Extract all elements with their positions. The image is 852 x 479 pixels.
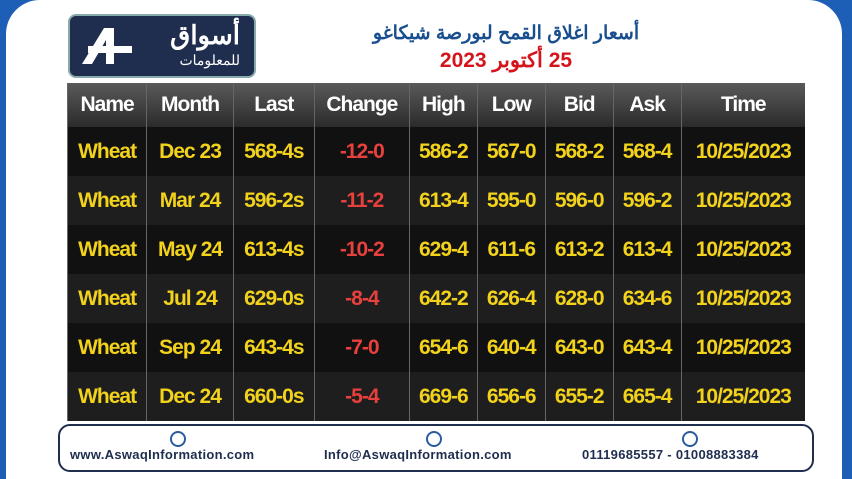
phones: 01119685557 - 01008883384 <box>582 447 759 462</box>
column-header: Name <box>66 83 147 127</box>
cell: 655-2 <box>544 372 614 421</box>
cell: Mar 24 <box>146 176 234 225</box>
cell: 10/25/2023 <box>680 127 805 176</box>
table-row: Wheat Dec 23 568-4s -12-0 586-2 567-0 568-2 568… <box>66 127 805 176</box>
cell: 568-2 <box>544 127 614 176</box>
mail-icon <box>426 431 442 447</box>
cell: -5-4 <box>313 372 410 421</box>
column-header: Change <box>313 83 410 127</box>
cell: 642-2 <box>408 274 478 323</box>
email: Info@AswaqInformation.com <box>324 447 512 462</box>
cell: 643-0 <box>544 323 614 372</box>
column-header: Bid <box>544 83 614 127</box>
cell: -10-2 <box>313 225 410 274</box>
cell: 628-0 <box>544 274 614 323</box>
cell: -7-0 <box>313 323 410 372</box>
cell: 10/25/2023 <box>680 274 805 323</box>
table-row: Wheat Sep 24 643-4s -7-0 654-6 640-4 643-0 643-… <box>66 323 805 372</box>
column-header: Low <box>476 83 546 127</box>
cell: Wheat <box>66 176 147 225</box>
cell: Wheat <box>66 372 147 421</box>
footer: www.AswaqInformation.com Info@AswaqInfor… <box>58 424 814 472</box>
cell: Dec 24 <box>146 372 234 421</box>
cell: 568-4s <box>232 127 315 176</box>
cell: 656-6 <box>476 372 546 421</box>
cell: 634-6 <box>612 274 682 323</box>
cell: 10/25/2023 <box>680 323 805 372</box>
cell: May 24 <box>146 225 234 274</box>
cell: 596-0 <box>544 176 614 225</box>
cell: 640-4 <box>476 323 546 372</box>
cell: 626-4 <box>476 274 546 323</box>
logo-main: أسواق <box>170 20 240 50</box>
cell: -12-0 <box>313 127 410 176</box>
table-row: Wheat Mar 24 596-2s -11-2 613-4 595-0 596-0 596… <box>66 176 805 225</box>
cell: Jul 24 <box>146 274 234 323</box>
logo-icon <box>82 28 132 64</box>
cell: 660-0s <box>232 372 315 421</box>
cell: Wheat <box>66 274 147 323</box>
title: أسعار اغلاق القمح لبورصة شيكاغو <box>372 23 640 44</box>
cell: Wheat <box>66 323 147 372</box>
phone-icon <box>682 431 698 447</box>
logo-sub: للمعلومات <box>179 52 240 68</box>
cell: 568-4 <box>612 127 682 176</box>
cell: Wheat <box>66 127 147 176</box>
column-header: Time <box>680 83 805 127</box>
cell: 613-4s <box>232 225 315 274</box>
cell: 596-2 <box>612 176 682 225</box>
cell: 665-4 <box>612 372 682 421</box>
cell: 613-2 <box>544 225 614 274</box>
column-header: Last <box>232 83 315 127</box>
cell: 613-4 <box>408 176 478 225</box>
table-row: Wheat May 24 613-4s -10-2 629-4 611-6 613-2 613… <box>66 225 805 274</box>
table-body: Wheat Dec 23 568-4s -12-0 586-2 567-0 568-2 568… <box>66 127 805 421</box>
cell: 643-4 <box>612 323 682 372</box>
cell: 611-6 <box>476 225 546 274</box>
web-icon <box>170 431 186 447</box>
cell: 654-6 <box>408 323 478 372</box>
website: www.AswaqInformation.com <box>70 447 255 462</box>
cell: 629-0s <box>232 274 315 323</box>
cell: 10/25/2023 <box>680 225 805 274</box>
cell: 629-4 <box>408 225 478 274</box>
cell: Dec 23 <box>146 127 234 176</box>
cell: 10/25/2023 <box>680 176 805 225</box>
cell: 596-2s <box>232 176 315 225</box>
cell: 567-0 <box>476 127 546 176</box>
cell: 669-6 <box>408 372 478 421</box>
logo: أسواق للمعلومات <box>68 14 256 78</box>
column-header: Ask <box>612 83 682 127</box>
date: 25 أكتوبر 2023 <box>439 49 573 72</box>
column-header: Month <box>146 83 234 127</box>
cell: 643-4s <box>232 323 315 372</box>
cell: 613-4 <box>612 225 682 274</box>
column-header: High <box>408 83 478 127</box>
cell: -8-4 <box>313 274 410 323</box>
header-row: Name Month Last Change High Low Bid Ask Time <box>66 83 805 127</box>
cell: 586-2 <box>408 127 478 176</box>
cell: Wheat <box>66 225 147 274</box>
table-row: Wheat Dec 24 660-0s -5-4 669-6 656-6 655-2 665-… <box>66 372 805 421</box>
cell: 595-0 <box>476 176 546 225</box>
table-row: Wheat Jul 24 629-0s -8-4 642-2 626-4 628-0 634-… <box>66 274 805 323</box>
cell: Sep 24 <box>146 323 234 372</box>
cell: -11-2 <box>313 176 410 225</box>
cell: 10/25/2023 <box>680 372 805 421</box>
price-table: Name Month Last Change High Low Bid Ask Time Whea… <box>66 83 805 421</box>
